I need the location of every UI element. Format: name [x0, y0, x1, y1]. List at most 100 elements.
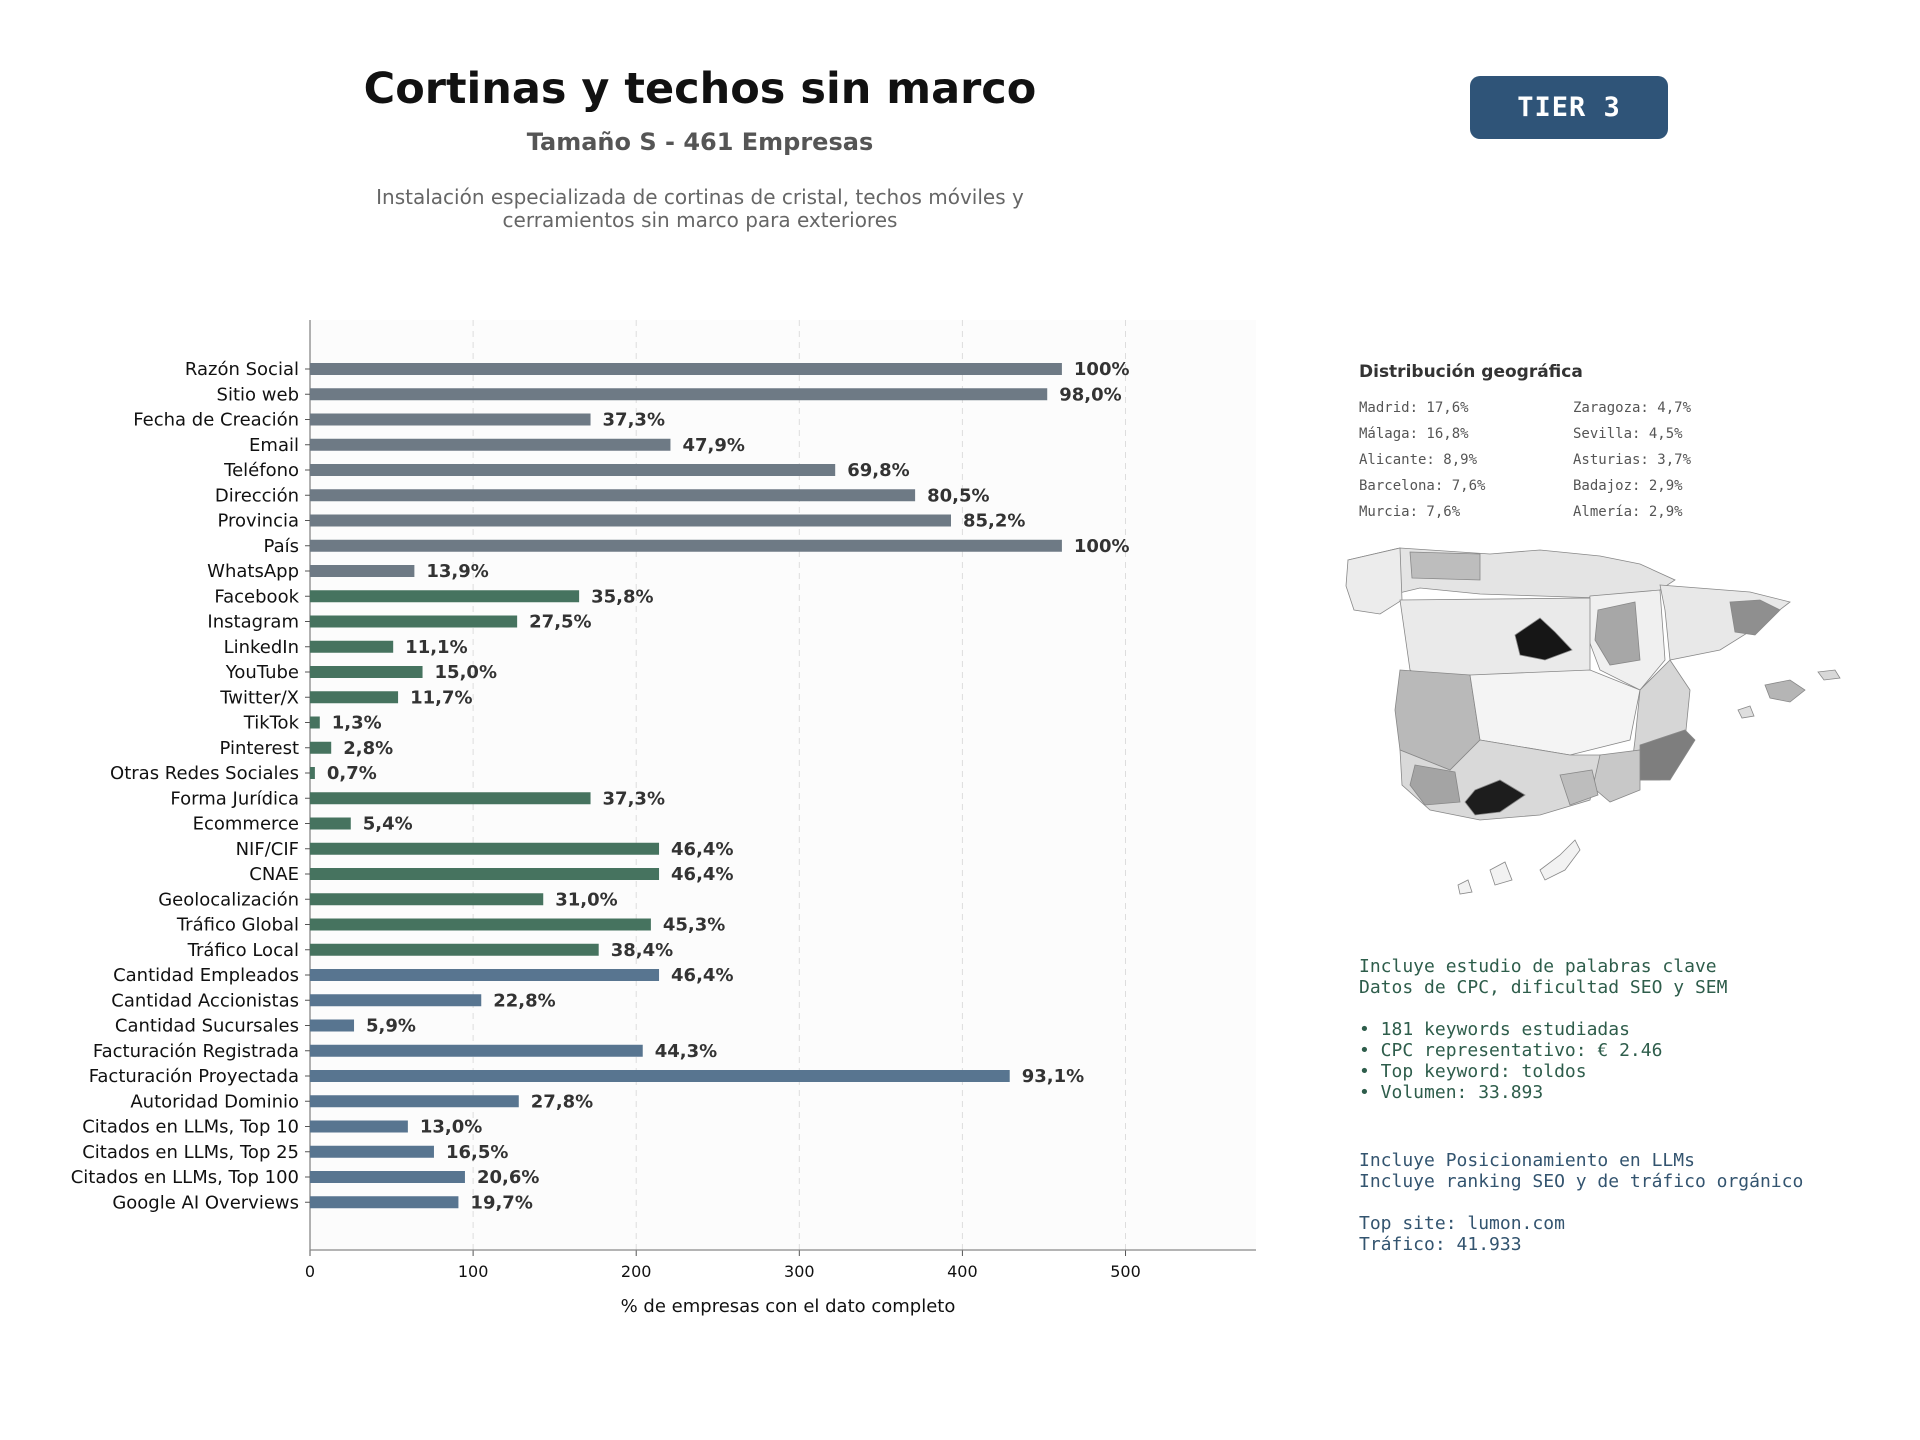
geo-item-barcelona: Barcelona: 7,6% [1359, 478, 1486, 494]
y-tick-label: País [264, 536, 299, 557]
y-tick-label: Razón Social [185, 359, 299, 380]
data-label: 100% [1074, 536, 1130, 557]
bar [310, 1196, 459, 1209]
y-tick-label: Geolocalización [158, 889, 299, 910]
bar [310, 1095, 519, 1108]
bar [310, 565, 415, 577]
bar [310, 716, 320, 729]
bar [310, 363, 1062, 375]
bar [310, 590, 580, 603]
page-description: Instalación especializada de cortinas de… [376, 185, 1024, 232]
map-region-canarias-east [1539, 839, 1581, 881]
keywords-line2: Datos de CPC, dificultad SEO y SEM [1359, 977, 1728, 998]
geo-item-sevilla: Sevilla: 4,5% [1573, 426, 1683, 442]
geo-title: Distribución geográfica [1359, 362, 1583, 382]
data-label: 16,5% [446, 1142, 508, 1163]
map-region-zaragoza [1594, 601, 1641, 666]
y-tick-label: Sitio web [217, 384, 299, 405]
x-tick-label: 500 [1110, 1262, 1141, 1281]
x-tick-label: 200 [621, 1262, 652, 1281]
data-label: 98,0% [1059, 384, 1121, 405]
bar [310, 817, 351, 830]
data-label: 27,5% [529, 612, 591, 633]
y-tick-label: Fecha de Creación [133, 410, 299, 431]
geo-item-badajoz: Badajoz: 2,9% [1573, 478, 1683, 494]
keywords-cpc: • CPC representativo: € 2.46 [1359, 1040, 1663, 1061]
bar [310, 741, 332, 754]
bar [310, 438, 671, 451]
y-tick-label: Google AI Overviews [112, 1192, 299, 1213]
bar [310, 893, 544, 906]
llm-line2: Incluye ranking SEO y de tráfico orgánic… [1359, 1171, 1804, 1192]
data-label: 5,4% [363, 814, 413, 835]
x-tick-label: 100 [458, 1262, 489, 1281]
y-tick-label: Citados en LLMs, Top 100 [71, 1167, 299, 1188]
y-tick-label: Facturación Registrada [93, 1041, 299, 1062]
data-label: 38,4% [611, 940, 673, 961]
data-label: 20,6% [477, 1167, 539, 1188]
data-label: 5,9% [366, 1016, 416, 1037]
bar [310, 1145, 434, 1158]
geo-item-alicante: Alicante: 8,9% [1359, 452, 1478, 468]
data-label: 44,3% [655, 1041, 717, 1062]
data-label: 31,0% [555, 889, 617, 910]
bar [310, 792, 591, 805]
geo-item-malaga: Málaga: 16,8% [1359, 426, 1469, 442]
data-label: 15,0% [435, 662, 497, 683]
data-label: 47,9% [682, 435, 744, 456]
y-tick-label: Pinterest [219, 738, 299, 759]
data-label: 85,2% [963, 511, 1025, 532]
data-label: 1,3% [332, 713, 382, 734]
bar [310, 842, 660, 855]
bar [310, 1070, 1010, 1082]
y-tick-label: Email [249, 435, 299, 456]
bar [310, 489, 916, 502]
y-tick-label: Cantidad Empleados [113, 965, 299, 986]
page-subtitle: Tamaño S - 461 Empresas [526, 128, 874, 156]
data-label: 37,3% [603, 410, 665, 431]
data-label: 93,1% [1022, 1066, 1084, 1087]
y-tick-label: Autoridad Dominio [130, 1091, 299, 1112]
x-tick-label: 400 [947, 1262, 978, 1281]
map-region-ibiza [1737, 705, 1755, 719]
keywords-volume: • Volumen: 33.893 [1359, 1082, 1544, 1103]
y-tick-label: Provincia [217, 511, 299, 532]
map-region-baleares [1764, 679, 1806, 703]
spain-map [1345, 547, 1841, 895]
data-label: 27,8% [531, 1091, 593, 1112]
data-label: 22,8% [493, 990, 555, 1011]
data-label: 80,5% [927, 485, 989, 506]
map-region-sevilla [1409, 764, 1461, 806]
y-tick-label: LinkedIn [224, 637, 299, 658]
data-label: 37,3% [603, 788, 665, 809]
keywords-count: • 181 keywords estudiadas [1359, 1019, 1630, 1040]
data-label: 11,7% [410, 687, 472, 708]
y-tick-label: Dirección [215, 485, 299, 506]
bar [310, 943, 599, 956]
llm-traffic: Tráfico: 41.933 [1359, 1234, 1522, 1255]
y-tick-label: YouTube [225, 662, 299, 683]
map-region-barcelona [1729, 599, 1781, 636]
y-tick-label: CNAE [249, 864, 299, 885]
bar [310, 539, 1062, 552]
y-tick-label: Otras Redes Sociales [110, 763, 299, 784]
keywords-top: • Top keyword: toldos [1359, 1061, 1587, 1082]
y-tick-label: Citados en LLMs, Top 25 [82, 1142, 299, 1163]
y-tick-label: TikTok [243, 713, 300, 734]
data-label: 45,3% [663, 915, 725, 936]
x-tick-label: 300 [784, 1262, 815, 1281]
bar [310, 691, 399, 704]
geo-item-asturias: Asturias: 3,7% [1573, 452, 1692, 468]
bar [310, 969, 660, 981]
bar [310, 464, 836, 476]
llm-line1: Incluye Posicionamiento en LLMs [1359, 1150, 1695, 1171]
page-title: Cortinas y techos sin marco [363, 64, 1037, 114]
data-label: 19,7% [470, 1192, 532, 1213]
bar [310, 514, 951, 527]
y-tick-label: Ecommerce [193, 814, 299, 835]
y-tick-label: NIF/CIF [236, 839, 299, 860]
bar [310, 1120, 408, 1133]
data-label: 13,9% [426, 561, 488, 582]
data-label: 100% [1074, 359, 1130, 380]
bar [310, 1171, 465, 1183]
